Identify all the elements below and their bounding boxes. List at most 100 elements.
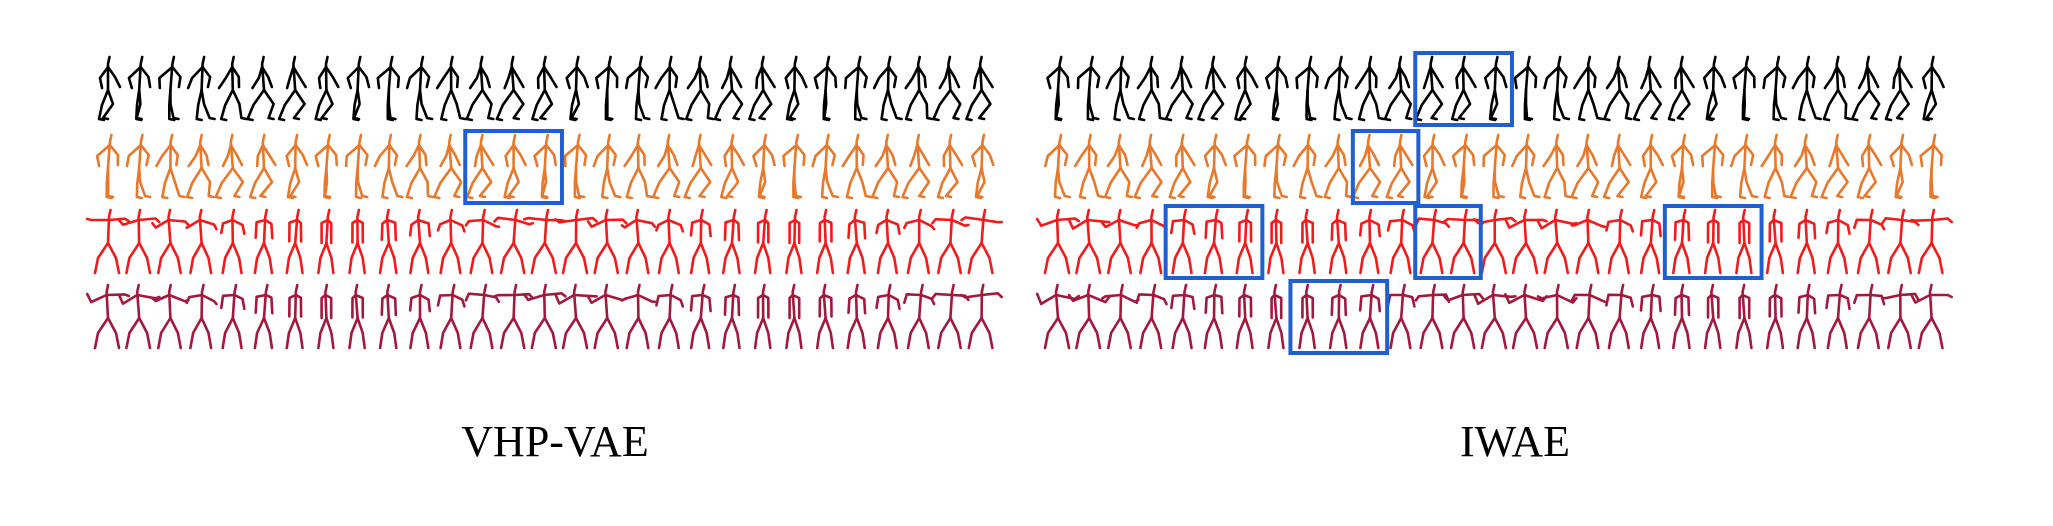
stick-figure <box>1386 208 1416 275</box>
stick-figure <box>1292 133 1323 200</box>
stick-figure <box>1324 55 1353 122</box>
stick-figure <box>960 208 1004 275</box>
stick-figure <box>719 133 746 200</box>
panel-iwae <box>1035 51 1953 355</box>
stick-figure <box>85 283 131 350</box>
panel-label-iwae: IWAE <box>1460 417 1570 466</box>
stick-figure <box>721 283 741 350</box>
stick-figure <box>1511 133 1541 200</box>
stick-figure <box>554 208 598 275</box>
stick-figure <box>1351 133 1382 200</box>
stick-figure <box>902 208 936 275</box>
stick-figure <box>1889 133 1914 200</box>
stick-figure <box>405 133 435 200</box>
stick-figure <box>620 208 657 275</box>
stick-figure <box>1135 208 1168 275</box>
stick-figure <box>1639 208 1662 275</box>
stick-figure <box>1825 283 1851 350</box>
stick-figure <box>1536 283 1578 350</box>
stick-figure <box>495 55 525 122</box>
stick-figure <box>1703 208 1722 275</box>
stick-figure <box>1605 208 1635 275</box>
stick-figure <box>1101 208 1140 275</box>
stick-figure <box>1603 55 1633 122</box>
stick-figure <box>965 55 994 122</box>
stick-figure <box>1850 55 1881 122</box>
stick-figure <box>317 208 335 275</box>
stick-figure <box>932 55 962 122</box>
highlight-box <box>463 129 564 205</box>
stick-figure <box>465 133 495 200</box>
stick-figure <box>655 208 685 275</box>
panel-vhp-vae <box>85 55 1004 350</box>
stick-figure <box>1076 55 1101 122</box>
stick-figure <box>1796 208 1817 275</box>
stick-figure <box>185 283 218 350</box>
stick-figure <box>1263 133 1289 200</box>
stick-figure <box>815 208 835 275</box>
stick-figure <box>246 55 275 122</box>
stick-figure <box>214 133 245 200</box>
stick-figure <box>1513 55 1538 122</box>
stick-figure <box>1383 55 1413 122</box>
stick-figure <box>620 283 657 350</box>
highlight-box <box>1350 129 1421 205</box>
sequence-row <box>1035 208 1953 275</box>
stick-figure <box>1067 283 1111 350</box>
stick-figure <box>376 55 401 122</box>
stick-figure <box>1670 133 1695 200</box>
stick-figure <box>586 283 628 350</box>
stick-figure <box>1789 133 1819 200</box>
stick-figure <box>1203 133 1228 200</box>
stick-figure <box>721 208 741 275</box>
stick-figure <box>1639 133 1665 200</box>
stick-figure <box>931 283 970 350</box>
stick-figure <box>314 133 339 200</box>
stick-figure <box>592 133 622 200</box>
stick-figure <box>782 133 806 200</box>
stick-figure <box>1881 208 1920 275</box>
stick-figure <box>522 283 567 350</box>
stick-figure <box>1605 283 1635 350</box>
stick-figure <box>1197 55 1226 122</box>
stick-figure <box>1443 283 1485 350</box>
stick-figure <box>436 208 466 275</box>
stick-figure <box>1542 133 1572 200</box>
stick-figure <box>813 55 838 122</box>
stick-figure <box>683 133 713 200</box>
stick-figure <box>217 55 248 122</box>
stick-figure <box>1573 55 1604 122</box>
stick-figure <box>186 55 216 122</box>
highlight-box <box>1163 204 1265 280</box>
stick-figure <box>1298 283 1316 350</box>
stick-figure <box>220 208 246 275</box>
stick-figure <box>1328 208 1348 275</box>
stick-figure <box>533 133 558 200</box>
stick-figure <box>1267 208 1285 275</box>
stick-figure <box>1170 283 1196 350</box>
stick-figure <box>1853 283 1886 350</box>
stick-figure <box>811 133 840 200</box>
stick-figure <box>1035 283 1081 350</box>
stick-figure <box>586 208 628 275</box>
stick-figure <box>1732 55 1756 122</box>
stick-figure <box>493 283 535 350</box>
stick-figure <box>1386 283 1416 350</box>
stick-figure <box>1203 283 1224 350</box>
stick-figure <box>841 133 873 200</box>
stick-figure <box>1796 283 1817 350</box>
stick-figure <box>1044 133 1071 200</box>
stick-figure <box>875 208 901 275</box>
stick-figure <box>784 55 808 122</box>
stick-figure <box>1765 208 1785 275</box>
stick-figure <box>689 283 712 350</box>
stick-figure <box>531 55 558 122</box>
stick-figure <box>1729 133 1759 200</box>
stick-figure <box>117 283 161 350</box>
stick-figure <box>623 133 654 200</box>
highlight-box <box>1413 204 1483 280</box>
stick-figure <box>1881 283 1920 350</box>
highlight-box <box>1288 279 1390 355</box>
stick-figure <box>378 208 398 275</box>
stick-figure <box>1358 283 1382 350</box>
